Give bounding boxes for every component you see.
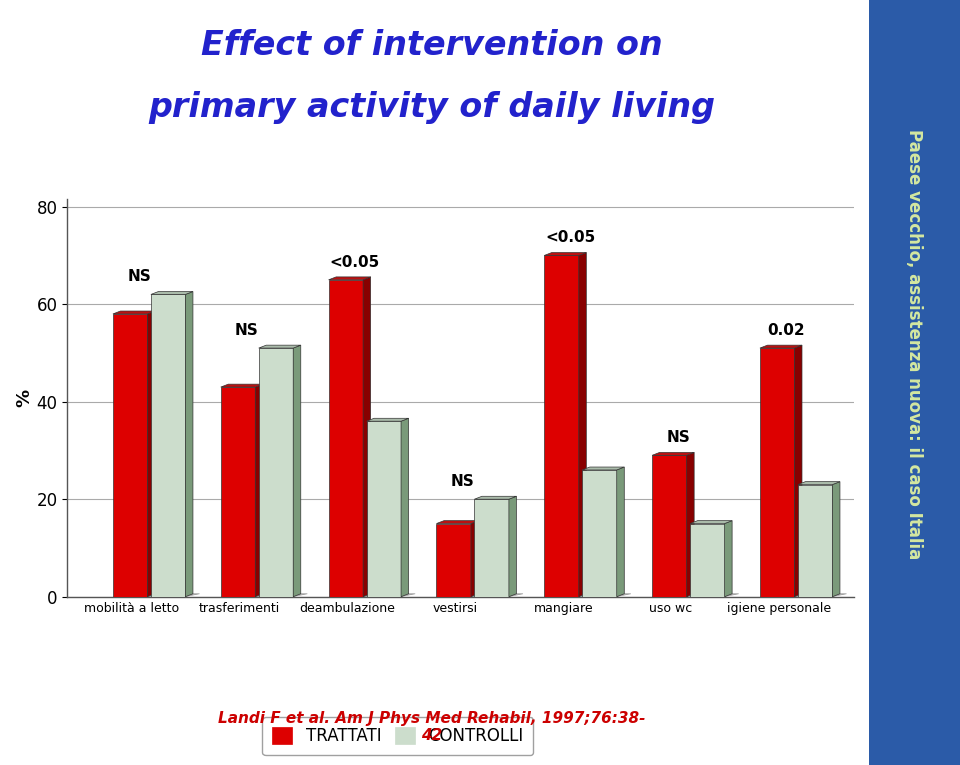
Polygon shape xyxy=(832,482,840,597)
Polygon shape xyxy=(221,384,263,387)
Polygon shape xyxy=(114,594,200,597)
Bar xyxy=(113,314,148,597)
Polygon shape xyxy=(760,345,802,348)
Polygon shape xyxy=(328,277,371,280)
Text: <0.05: <0.05 xyxy=(545,230,595,246)
Polygon shape xyxy=(255,384,263,597)
Polygon shape xyxy=(367,418,409,422)
Polygon shape xyxy=(795,345,802,597)
Polygon shape xyxy=(474,496,516,500)
Legend: TRATTATI, CONTROLLI: TRATTATI, CONTROLLI xyxy=(262,718,533,756)
Polygon shape xyxy=(798,482,840,484)
Bar xyxy=(367,422,401,597)
Text: 0.02: 0.02 xyxy=(767,323,804,338)
Polygon shape xyxy=(148,311,155,597)
Text: NS: NS xyxy=(128,269,151,285)
Polygon shape xyxy=(438,594,523,597)
Y-axis label: %: % xyxy=(15,389,34,407)
Text: Landi F et al. Am J Phys Med Rehabil, 1997;76:38-
42: Landi F et al. Am J Phys Med Rehabil, 19… xyxy=(218,711,646,743)
Polygon shape xyxy=(544,252,587,256)
Bar xyxy=(582,470,616,597)
Polygon shape xyxy=(223,594,307,597)
Polygon shape xyxy=(437,521,478,523)
Bar xyxy=(258,348,293,597)
Text: Effect of intervention on: Effect of intervention on xyxy=(202,29,662,63)
Polygon shape xyxy=(582,467,624,470)
Text: NS: NS xyxy=(451,474,474,489)
Polygon shape xyxy=(185,291,193,597)
Polygon shape xyxy=(761,594,847,597)
Bar xyxy=(151,295,185,597)
Polygon shape xyxy=(113,311,155,314)
Text: Paese vecchio, assistenza nuova: il caso Italia: Paese vecchio, assistenza nuova: il caso… xyxy=(905,129,924,559)
Bar xyxy=(798,484,832,597)
Polygon shape xyxy=(725,521,732,597)
Polygon shape xyxy=(401,418,409,597)
Polygon shape xyxy=(293,345,300,597)
Bar xyxy=(652,455,686,597)
Polygon shape xyxy=(509,496,516,597)
Polygon shape xyxy=(652,452,694,455)
Bar xyxy=(221,387,255,597)
Polygon shape xyxy=(330,594,415,597)
Bar xyxy=(437,523,471,597)
Polygon shape xyxy=(151,291,193,295)
Bar xyxy=(474,500,509,597)
Polygon shape xyxy=(546,594,631,597)
Polygon shape xyxy=(616,467,624,597)
Text: NS: NS xyxy=(666,430,690,445)
Bar xyxy=(760,348,795,597)
Bar xyxy=(328,280,363,597)
Polygon shape xyxy=(363,277,371,597)
Polygon shape xyxy=(258,345,300,348)
Bar xyxy=(690,523,725,597)
Polygon shape xyxy=(579,252,587,597)
Polygon shape xyxy=(686,452,694,597)
Bar xyxy=(544,256,579,597)
Polygon shape xyxy=(471,521,478,597)
Text: NS: NS xyxy=(235,323,259,338)
Polygon shape xyxy=(690,521,732,523)
Polygon shape xyxy=(654,594,738,597)
Text: primary activity of daily living: primary activity of daily living xyxy=(149,90,715,124)
Text: <0.05: <0.05 xyxy=(329,255,380,269)
